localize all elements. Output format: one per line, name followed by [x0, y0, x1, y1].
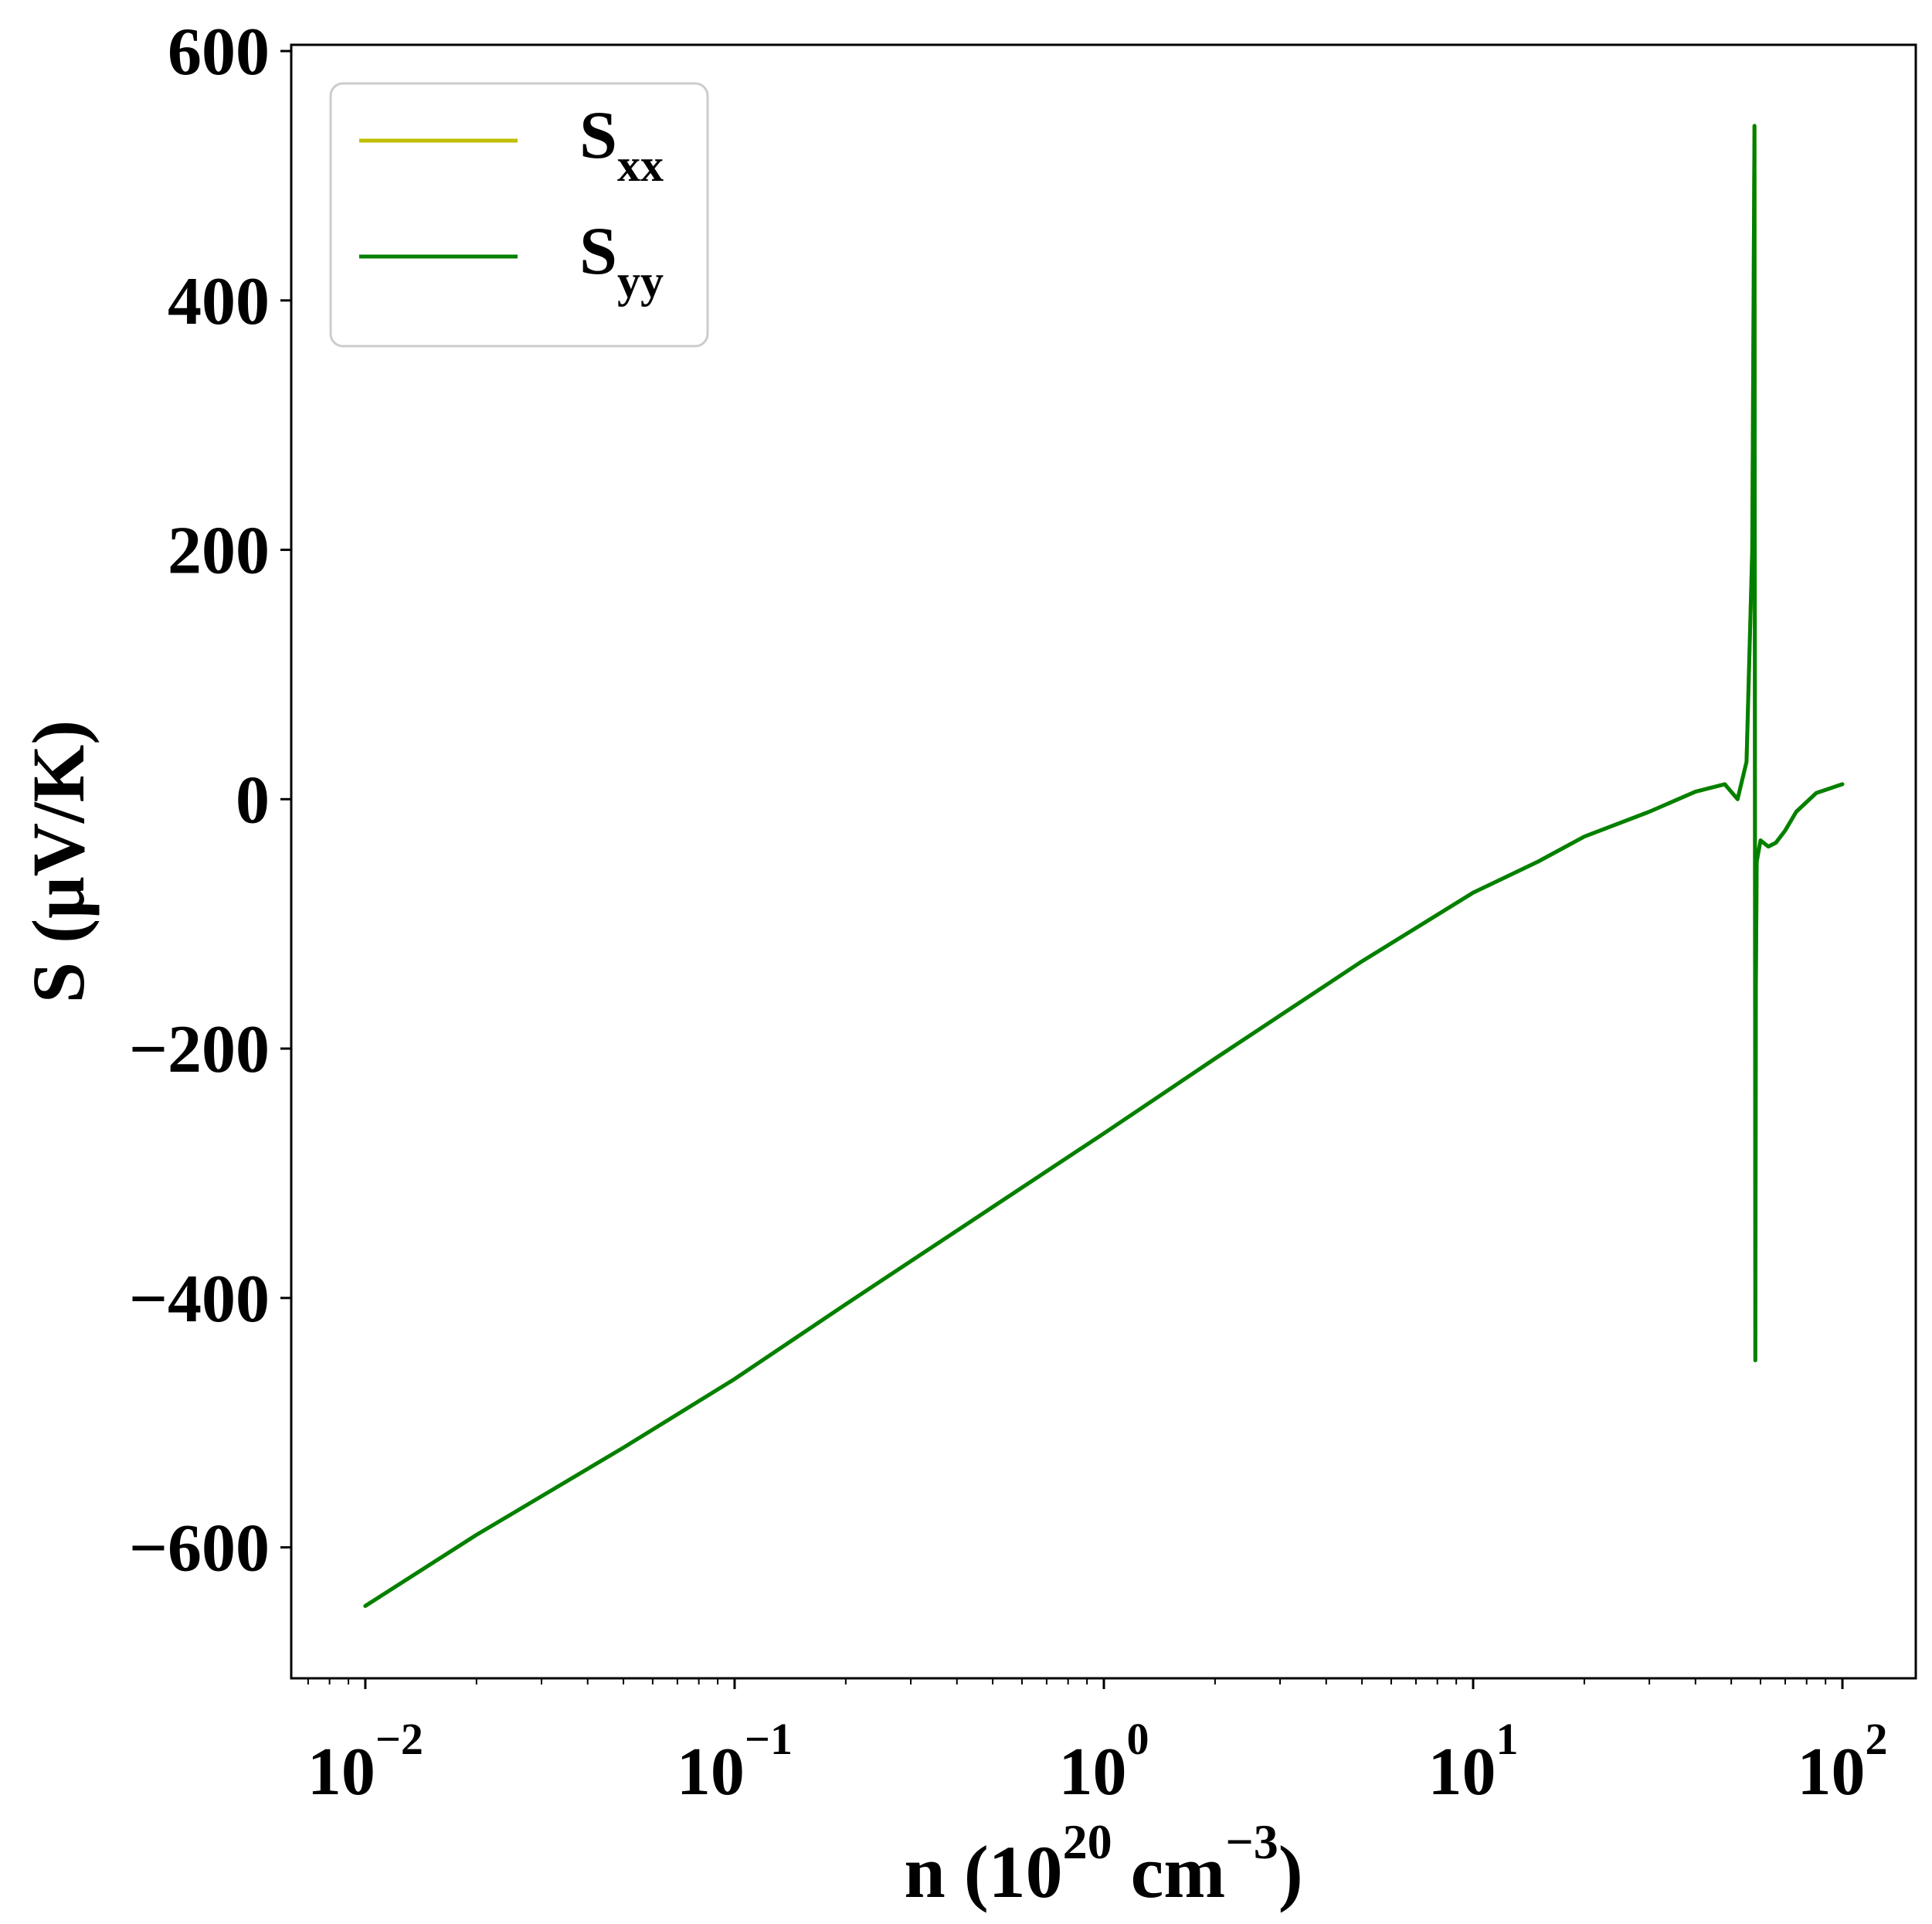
y-tick-label: 200 — [168, 514, 270, 589]
y-tick-label: 400 — [168, 264, 270, 339]
x-tick-label: 100 — [1058, 1714, 1149, 1810]
x-tick-label: 101 — [1428, 1714, 1519, 1810]
y-tick-label: −200 — [129, 1012, 270, 1087]
x-tick-label: 102 — [1798, 1714, 1888, 1810]
series-layer — [363, 124, 1845, 1608]
x-axis-label: n (1020 cm−3) — [904, 1814, 1302, 1913]
x-tick-label: 10−1 — [677, 1714, 793, 1810]
y-tick-label: −600 — [129, 1511, 270, 1586]
legend-box — [329, 82, 709, 348]
legend-label-sxx: Sxx — [579, 98, 664, 191]
axis-labels: n (1020 cm−3) S (μV/K) — [17, 720, 1303, 1913]
y-tick-label: −400 — [129, 1262, 270, 1337]
y-axis-label: S (μV/K) — [17, 720, 100, 1003]
series-line-syy — [363, 124, 1845, 1608]
legend: Sxx Syy — [329, 82, 709, 348]
x-tick-label: 10−2 — [307, 1714, 423, 1810]
y-tick-label: 0 — [236, 763, 270, 838]
y-axis: 600 400 200 0 −200 −400 −600 — [129, 15, 291, 1586]
legend-label-syy: Syy — [579, 214, 664, 307]
x-axis: 10−2 10−1 100 101 102 — [307, 1678, 1888, 1810]
y-tick-label: 600 — [168, 15, 270, 90]
